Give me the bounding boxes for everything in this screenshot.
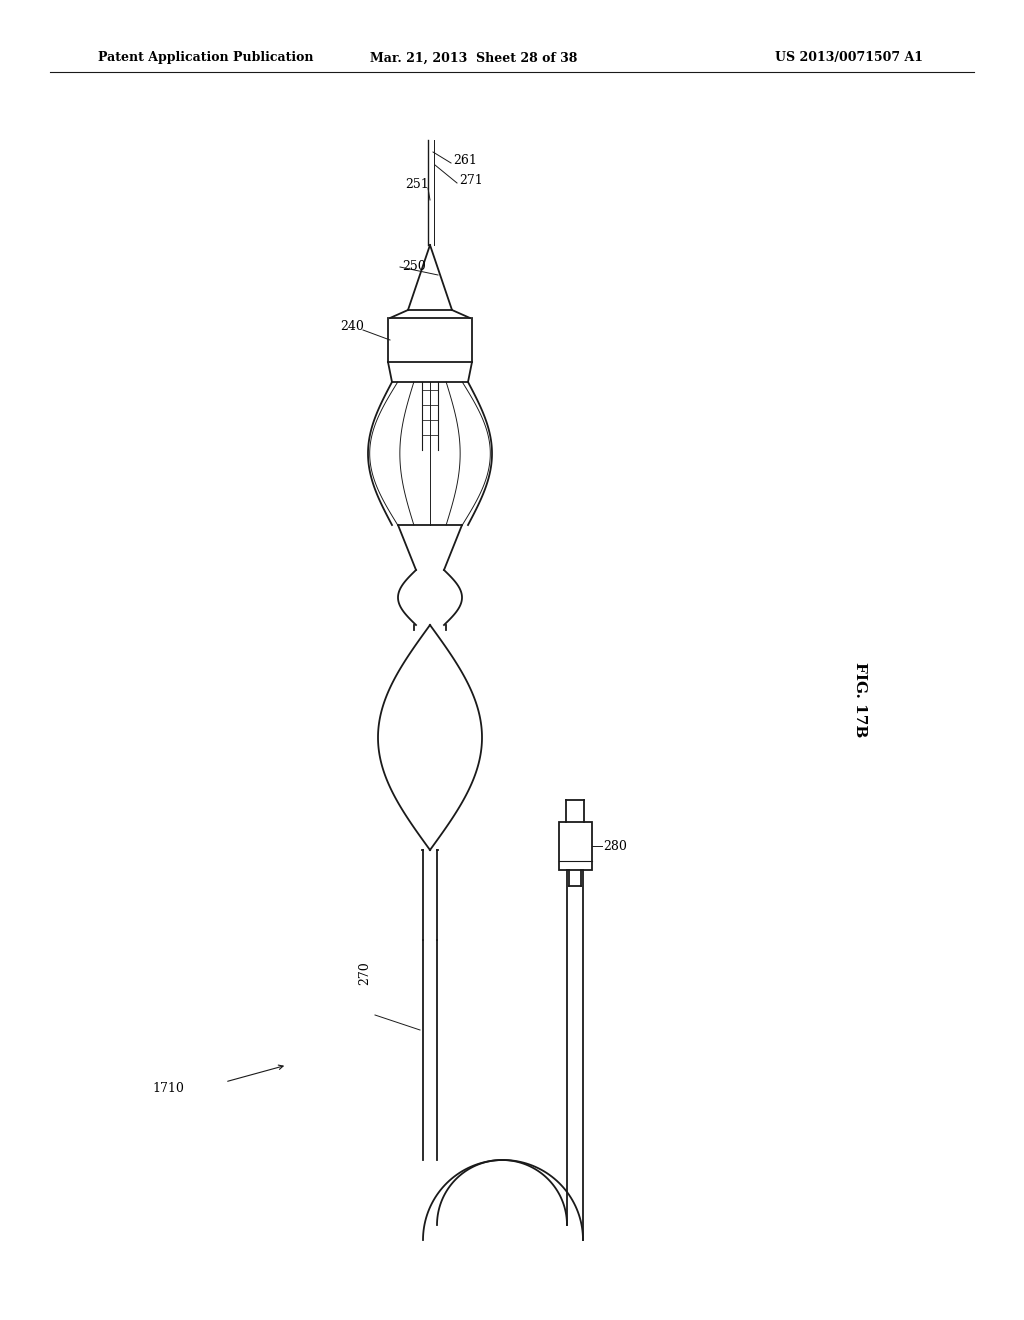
Text: 240: 240 [340, 321, 364, 334]
Text: FIG. 17B: FIG. 17B [853, 663, 867, 738]
Text: 261: 261 [453, 153, 477, 166]
Text: Mar. 21, 2013  Sheet 28 of 38: Mar. 21, 2013 Sheet 28 of 38 [370, 51, 578, 65]
Text: 1710: 1710 [152, 1081, 184, 1094]
Text: 250: 250 [402, 260, 426, 273]
Text: 280: 280 [603, 840, 628, 853]
Bar [558, 822, 592, 870]
Text: 271: 271 [459, 173, 482, 186]
Text: 270: 270 [358, 961, 372, 985]
Text: Patent Application Publication: Patent Application Publication [98, 51, 313, 65]
Text: US 2013/0071507 A1: US 2013/0071507 A1 [775, 51, 923, 65]
Text: 251: 251 [406, 178, 429, 191]
